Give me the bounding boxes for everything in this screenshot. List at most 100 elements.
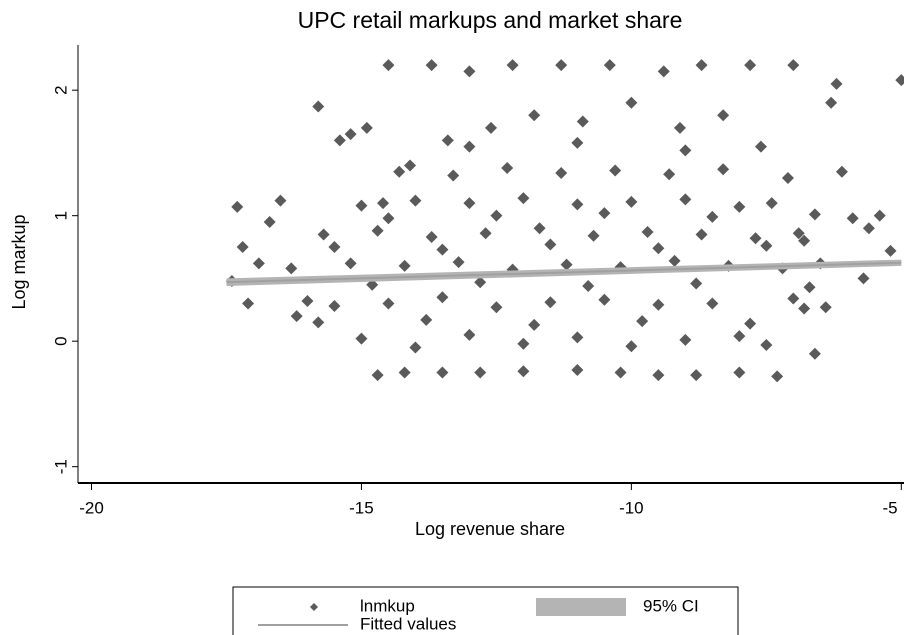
point	[857, 272, 870, 285]
point	[236, 241, 249, 254]
point	[668, 254, 681, 267]
point	[490, 301, 503, 314]
point	[636, 315, 649, 328]
point	[285, 262, 298, 275]
point	[673, 121, 686, 134]
point	[355, 332, 368, 345]
point	[771, 370, 784, 383]
point	[787, 292, 800, 305]
point	[652, 242, 665, 255]
point	[490, 209, 503, 222]
point	[328, 300, 341, 313]
point	[792, 227, 805, 240]
point	[312, 100, 325, 113]
point	[371, 224, 384, 237]
point	[382, 297, 395, 310]
point	[571, 331, 584, 344]
point	[301, 295, 314, 308]
point	[560, 258, 573, 271]
point	[798, 302, 811, 315]
point	[533, 222, 546, 235]
x-tick-label: -15	[349, 498, 374, 517]
point	[317, 228, 330, 241]
point	[409, 341, 422, 354]
point	[652, 298, 665, 311]
point	[371, 369, 384, 382]
point	[706, 210, 719, 223]
point	[506, 59, 519, 72]
point	[679, 144, 692, 157]
point	[344, 128, 357, 141]
point	[360, 121, 373, 134]
point	[328, 241, 341, 254]
point	[517, 337, 530, 350]
point	[717, 163, 730, 176]
plot-area	[225, 59, 904, 383]
point	[517, 192, 530, 205]
x-tick-label: -10	[619, 498, 644, 517]
point	[690, 369, 703, 382]
point	[625, 195, 638, 208]
point	[555, 167, 568, 180]
point	[404, 159, 417, 172]
point	[862, 222, 875, 235]
point	[744, 317, 757, 330]
point	[463, 65, 476, 78]
point	[377, 197, 390, 210]
legend-marker	[310, 603, 318, 611]
point	[744, 59, 757, 72]
point	[884, 244, 897, 257]
x-tick-label: -5	[882, 498, 897, 517]
point	[382, 59, 395, 72]
point	[436, 366, 449, 379]
point	[760, 338, 773, 351]
point	[614, 366, 627, 379]
point	[679, 193, 692, 206]
point	[479, 227, 492, 240]
point	[393, 165, 406, 178]
point	[290, 310, 303, 323]
point	[344, 257, 357, 270]
y-axis-title: Log markup	[9, 214, 29, 309]
point	[252, 257, 265, 270]
point	[819, 301, 832, 314]
point	[835, 165, 848, 178]
point	[679, 333, 692, 346]
legend-label: Fitted values	[360, 614, 456, 633]
legend-label: lnmkup	[360, 596, 415, 615]
point	[382, 212, 395, 225]
point	[474, 276, 487, 289]
point	[798, 234, 811, 247]
point	[333, 134, 346, 147]
y-tick-label: -1	[51, 459, 70, 474]
point	[571, 364, 584, 377]
point	[555, 59, 568, 72]
point	[781, 172, 794, 185]
y-tick-label: 0	[51, 336, 70, 345]
point	[398, 259, 411, 272]
point	[641, 225, 654, 238]
point	[436, 291, 449, 304]
point	[706, 297, 719, 310]
point	[425, 231, 438, 244]
point	[274, 194, 287, 207]
point	[242, 297, 255, 310]
legend: lnmkup 95% CI Fitted values	[258, 596, 699, 633]
point	[474, 366, 487, 379]
point	[485, 121, 497, 134]
point	[663, 168, 676, 181]
point	[576, 115, 589, 128]
point	[733, 366, 746, 379]
point	[695, 228, 708, 241]
point	[452, 256, 465, 269]
point	[355, 199, 368, 212]
point	[803, 281, 816, 294]
point	[609, 164, 622, 177]
point	[808, 347, 821, 360]
point	[528, 109, 541, 122]
point	[808, 208, 821, 221]
y-tick-label: 2	[51, 85, 70, 94]
point	[420, 313, 433, 326]
